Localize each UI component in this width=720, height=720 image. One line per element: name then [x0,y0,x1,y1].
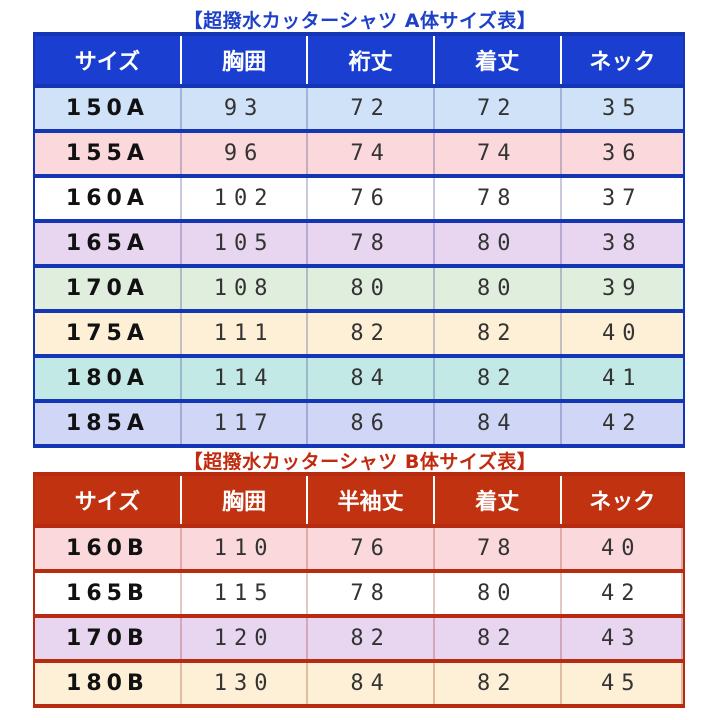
table-row: 175A 111 82 82 40 [35,313,683,354]
table-row: 165B 115 78 80 42 [35,573,683,614]
size-cell: 160B [35,528,182,569]
measure-cell: 38 [561,223,683,264]
measure-cell: 93 [181,88,309,129]
measure-cell: 82 [434,358,562,399]
header-chest: 胸囲 [181,476,309,524]
table-row: 160B 110 76 78 40 [35,528,683,569]
measure-cell: 42 [561,573,683,614]
measure-cell: 108 [181,268,309,309]
measure-cell: 78 [434,178,562,219]
header-neck: ネック [561,476,683,524]
measure-cell: 115 [181,573,309,614]
table-row: 180A 114 84 82 41 [35,358,683,399]
measure-cell: 78 [434,528,562,569]
table-b-header-row: サイズ 胸囲 半袖丈 着丈 ネック [35,476,683,524]
table-row: 155A 96 74 74 36 [35,133,683,174]
measure-cell: 82 [434,663,562,704]
measure-cell: 36 [561,133,683,174]
header-short-sleeve: 半袖丈 [308,476,435,524]
size-table-a: サイズ 胸囲 裄丈 着丈 ネック 150A 93 72 72 35 155A 96 74 74 3… [33,32,685,448]
size-cell: 170B [35,618,182,659]
table-row: 185A 117 86 84 42 [35,403,683,444]
size-cell: 175A [35,313,182,354]
measure-cell: 72 [434,88,562,129]
measure-cell: 78 [308,573,435,614]
measure-cell: 117 [181,403,309,444]
measure-cell: 84 [308,358,435,399]
measure-cell: 43 [561,618,683,659]
header-length: 着丈 [434,476,562,524]
size-cell: 165B [35,573,182,614]
measure-cell: 80 [434,223,562,264]
header-size: サイズ [35,476,182,524]
measure-cell: 74 [434,133,562,174]
measure-cell: 86 [308,403,435,444]
size-cell: 150A [35,88,182,129]
table-row: 170B 120 82 82 43 [35,618,683,659]
measure-cell: 130 [181,663,309,704]
size-cell: 170A [35,268,182,309]
measure-cell: 80 [308,268,435,309]
measure-cell: 45 [561,663,683,704]
measure-cell: 41 [561,358,683,399]
measure-cell: 40 [561,528,683,569]
measure-cell: 42 [561,403,683,444]
measure-cell: 105 [181,223,309,264]
size-cell: 180B [35,663,182,704]
measure-cell: 84 [434,403,562,444]
size-table-b: サイズ 胸囲 半袖丈 着丈 ネック 160B 110 76 78 40 165B 115 78… [33,472,685,708]
size-cell: 165A [35,223,182,264]
table-row: 180B 130 84 82 45 [35,663,683,704]
measure-cell: 84 [308,663,435,704]
measure-cell: 82 [308,618,435,659]
table-row: 165A 105 78 80 38 [35,223,683,264]
table-row: 160A 102 76 78 37 [35,178,683,219]
measure-cell: 80 [434,268,562,309]
table-a-title: 【超撥水カッターシャツ A体サイズ表】 [183,10,537,32]
measure-cell: 76 [308,178,435,219]
header-sleeve: 裄丈 [308,36,435,84]
measure-cell: 78 [308,223,435,264]
measure-cell: 82 [434,313,562,354]
measure-cell: 39 [561,268,683,309]
measure-cell: 74 [308,133,435,174]
table-a-header-row: サイズ 胸囲 裄丈 着丈 ネック [35,36,683,84]
measure-cell: 40 [561,313,683,354]
measure-cell: 102 [181,178,309,219]
measure-cell: 82 [434,618,562,659]
measure-cell: 35 [561,88,683,129]
size-cell: 160A [35,178,182,219]
measure-cell: 96 [181,133,309,174]
size-cell: 180A [35,358,182,399]
measure-cell: 72 [308,88,435,129]
header-chest: 胸囲 [181,36,309,84]
measure-cell: 76 [308,528,435,569]
table-row: 170A 108 80 80 39 [35,268,683,309]
measure-cell: 114 [181,358,309,399]
measure-cell: 120 [181,618,309,659]
table-b-title: 【超撥水カッターシャツ B体サイズ表】 [183,451,537,473]
header-neck: ネック [561,36,683,84]
size-cell: 185A [35,403,182,444]
measure-cell: 111 [181,313,309,354]
measure-cell: 82 [308,313,435,354]
header-size: サイズ [35,36,182,84]
measure-cell: 110 [181,528,309,569]
size-cell: 155A [35,133,182,174]
measure-cell: 80 [434,573,562,614]
measure-cell: 37 [561,178,683,219]
header-length: 着丈 [434,36,562,84]
table-row: 150A 93 72 72 35 [35,88,683,129]
